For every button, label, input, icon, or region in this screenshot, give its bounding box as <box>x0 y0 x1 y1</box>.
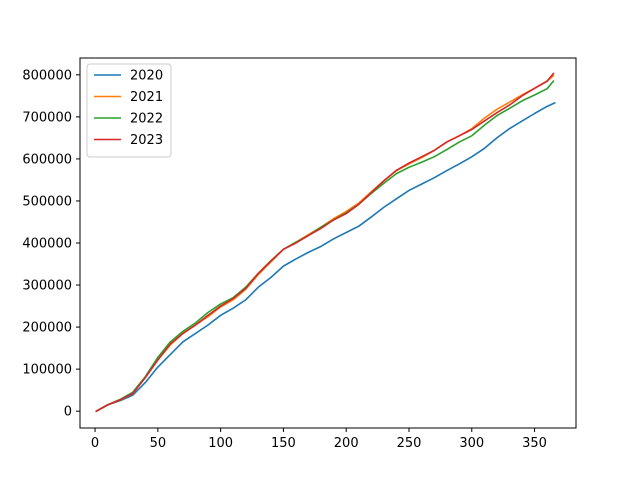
y-tick-label: 500000 <box>22 194 72 209</box>
legend-label-2022: 2022 <box>130 112 163 127</box>
x-tick-label: 150 <box>271 436 296 451</box>
x-tick-label: 300 <box>459 436 484 451</box>
x-tick-label: 250 <box>397 436 422 451</box>
y-tick-label: 800000 <box>22 68 72 83</box>
y-axis: 0 100000 200000 300000 400000 500000 600000 700… <box>22 68 80 420</box>
y-tick-label: 200000 <box>22 321 72 336</box>
y-tick-label: 600000 <box>22 152 72 167</box>
y-tick-label: 300000 <box>22 279 72 294</box>
legend-label-2021: 2021 <box>130 90 163 105</box>
y-tick-label: 100000 <box>22 363 72 378</box>
x-tick-label: 200 <box>334 436 359 451</box>
x-tick-label: 350 <box>522 436 547 451</box>
y-tick-label: 400000 <box>22 237 72 252</box>
legend-label-2023: 2023 <box>130 133 163 148</box>
legend-box <box>86 63 172 158</box>
series-line-2023 <box>95 72 555 413</box>
y-tick-label: 0 <box>64 405 72 420</box>
legend: 2020 2021 2022 2023 <box>86 63 172 158</box>
x-tick-label: 50 <box>150 436 167 451</box>
series-line-2020 <box>95 101 556 413</box>
y-tick-label: 700000 <box>22 110 72 125</box>
x-axis: 0 50 100 150 200 250 300 350 <box>91 428 547 451</box>
legend-label-2020: 2020 <box>130 69 163 84</box>
x-tick-label: 0 <box>91 436 99 451</box>
x-tick-label: 100 <box>208 436 233 451</box>
series-layer <box>95 72 556 413</box>
